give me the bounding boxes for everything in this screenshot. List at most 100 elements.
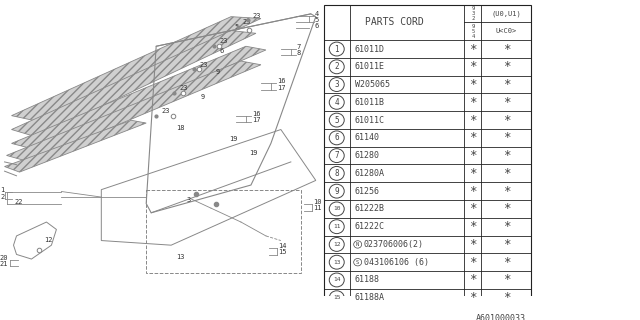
Text: 61011C: 61011C [355, 116, 385, 124]
Text: *: * [502, 60, 510, 73]
Text: *: * [469, 238, 477, 251]
Text: 17: 17 [252, 117, 260, 123]
Text: 6: 6 [315, 23, 319, 29]
Text: 7: 7 [297, 44, 301, 50]
Text: S: S [356, 260, 359, 265]
Text: 16: 16 [252, 111, 260, 117]
Text: (U0,U1): (U0,U1) [492, 10, 521, 17]
Bar [324, 4, 531, 307]
Text: 23: 23 [179, 85, 188, 91]
Text: *: * [469, 114, 477, 127]
Polygon shape [6, 61, 261, 162]
Text: 12: 12 [44, 237, 53, 244]
Text: 13: 13 [333, 260, 340, 265]
Text: 3: 3 [335, 80, 339, 89]
Text: *: * [502, 78, 510, 91]
Text: 9: 9 [335, 187, 339, 196]
Polygon shape [12, 46, 266, 150]
Text: 11: 11 [313, 205, 321, 211]
Text: W205065: W205065 [355, 80, 390, 89]
Text: *: * [469, 256, 477, 269]
Text: 61188: 61188 [355, 276, 380, 284]
Text: 12: 12 [333, 242, 340, 247]
Text: 61256: 61256 [355, 187, 380, 196]
Text: 18: 18 [176, 124, 184, 131]
Text: 023706006(2): 023706006(2) [364, 240, 424, 249]
Text: 4: 4 [315, 11, 319, 17]
Text: N: N [356, 242, 359, 247]
Text: 11: 11 [333, 224, 340, 229]
Text: 14: 14 [278, 243, 286, 249]
Text: 13: 13 [176, 254, 184, 260]
Text: 23: 23 [199, 62, 207, 68]
Text: 1: 1 [335, 44, 339, 53]
Text: *: * [469, 96, 477, 109]
Text: *: * [469, 220, 477, 233]
Text: 9
5
4: 9 5 4 [471, 24, 474, 39]
Polygon shape [12, 17, 261, 122]
Text: 61140: 61140 [355, 133, 380, 142]
Polygon shape [4, 120, 146, 172]
Text: 1: 1 [1, 188, 5, 194]
Text: PARTS CORD: PARTS CORD [365, 17, 424, 28]
Text: *: * [502, 114, 510, 127]
Text: 23: 23 [219, 38, 228, 44]
Text: *: * [469, 131, 477, 144]
Text: *: * [502, 220, 510, 233]
Text: 23: 23 [161, 108, 170, 114]
Text: 6: 6 [335, 133, 339, 142]
Text: 8: 8 [297, 50, 301, 56]
Text: 5: 5 [234, 24, 238, 30]
Text: 61188A: 61188A [355, 293, 385, 302]
Text: 15: 15 [278, 249, 286, 255]
Text: *: * [502, 149, 510, 162]
Text: 61011E: 61011E [355, 62, 385, 71]
Text: 6: 6 [219, 48, 223, 54]
Text: 23: 23 [243, 19, 252, 25]
Text: 5: 5 [335, 116, 339, 124]
Text: *: * [502, 238, 510, 251]
Text: 61011B: 61011B [355, 98, 385, 107]
Bar [146, 190, 301, 273]
Text: 61222C: 61222C [355, 222, 385, 231]
Text: 5: 5 [315, 17, 319, 23]
Text: *: * [469, 149, 477, 162]
Text: *: * [502, 96, 510, 109]
Text: 9: 9 [216, 69, 220, 75]
Text: *: * [469, 167, 477, 180]
Text: *: * [502, 167, 510, 180]
Text: 2: 2 [1, 194, 5, 200]
Text: 16: 16 [277, 78, 285, 84]
Text: 4: 4 [335, 98, 339, 107]
Text: *: * [502, 274, 510, 286]
Text: 21: 21 [0, 261, 8, 268]
Text: *: * [502, 203, 510, 215]
Text: *: * [469, 185, 477, 198]
Text: *: * [469, 43, 477, 56]
Text: U<C0>: U<C0> [496, 28, 517, 34]
Text: 10: 10 [333, 206, 340, 212]
Text: *: * [469, 274, 477, 286]
Text: *: * [469, 78, 477, 91]
Text: 9
3
2: 9 3 2 [471, 6, 474, 21]
Text: 22: 22 [15, 198, 23, 204]
Text: *: * [469, 291, 477, 304]
Text: 7: 7 [335, 151, 339, 160]
Text: *: * [502, 256, 510, 269]
Polygon shape [12, 30, 256, 137]
Text: 19: 19 [229, 136, 237, 142]
Text: *: * [502, 185, 510, 198]
Text: 19: 19 [249, 149, 257, 156]
Text: A601000033: A601000033 [476, 314, 526, 320]
Text: *: * [469, 203, 477, 215]
Text: 61280: 61280 [355, 151, 380, 160]
Text: *: * [502, 131, 510, 144]
Text: 61280A: 61280A [355, 169, 385, 178]
Text: *: * [469, 60, 477, 73]
Text: 3: 3 [186, 197, 190, 203]
Text: 14: 14 [333, 277, 340, 283]
Text: 20: 20 [0, 255, 8, 261]
Text: 61011D: 61011D [355, 44, 385, 53]
Text: 23: 23 [253, 12, 261, 19]
Text: 15: 15 [333, 295, 340, 300]
